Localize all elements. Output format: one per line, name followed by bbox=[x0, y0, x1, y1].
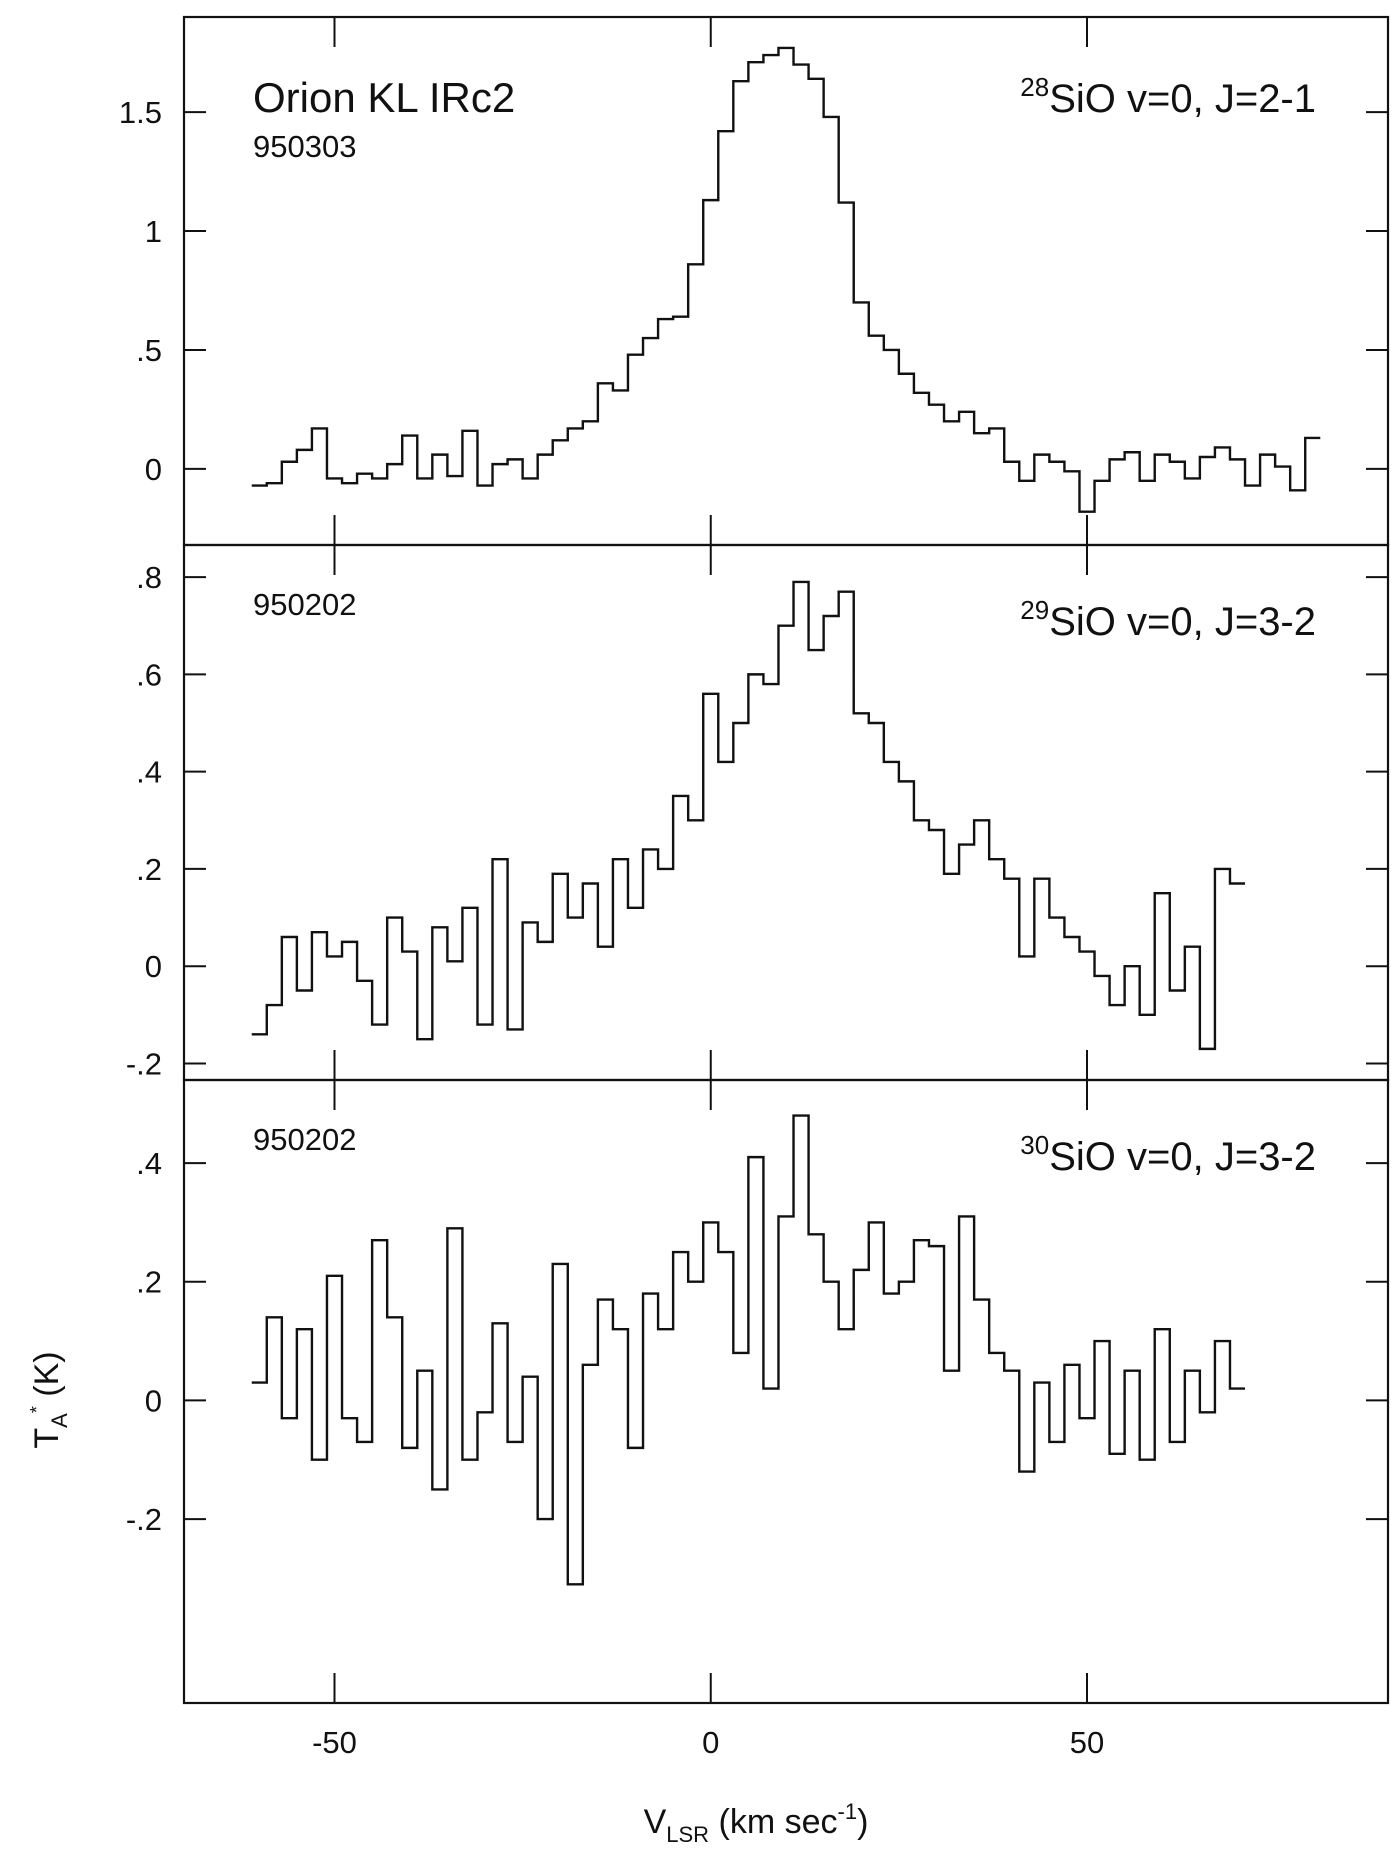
spectrum-line bbox=[251, 46, 1321, 513]
x-axis-label-part: -1 bbox=[838, 1799, 858, 1824]
transition-label: SiO v=0, J=3-2 bbox=[1049, 600, 1316, 644]
isotope-label: 30 bbox=[1020, 1130, 1049, 1160]
x-axis-label-part: ) bbox=[857, 1803, 868, 1841]
x-tick-label: -50 bbox=[312, 1725, 357, 1760]
panel-title: Orion KL IRc2 bbox=[253, 74, 515, 121]
panel-frame bbox=[182, 1078, 1390, 1705]
x-tick-label: 0 bbox=[702, 1725, 719, 1760]
isotope-label: 29 bbox=[1020, 595, 1049, 625]
y-tick-label: 0 bbox=[145, 1383, 162, 1418]
panel-date: 950303 bbox=[253, 129, 356, 164]
y-tick-label: 1 bbox=[145, 214, 162, 249]
x-axis-label-part: LSR bbox=[666, 1822, 709, 1847]
y-axis-label-part: (K) bbox=[28, 1351, 66, 1406]
x-axis-label-part: (km sec bbox=[709, 1803, 837, 1841]
x-axis-label-part: V bbox=[644, 1803, 667, 1841]
spectrum-line bbox=[251, 580, 1246, 1051]
y-axis-label-part: T bbox=[28, 1428, 66, 1449]
panel-date: 950202 bbox=[253, 1122, 356, 1157]
x-axis-label: VLSR (km sec-1) bbox=[644, 1799, 869, 1847]
y-tick-label: 0 bbox=[145, 452, 162, 487]
line-label: 30SiO v=0, J=3-2 bbox=[1020, 1130, 1316, 1179]
transition-label: SiO v=0, J=3-2 bbox=[1049, 1135, 1316, 1179]
y-tick-label: .6 bbox=[136, 657, 162, 692]
line-label: 28SiO v=0, J=2-1 bbox=[1020, 72, 1316, 121]
y-axis-label-part: A bbox=[47, 1413, 72, 1428]
x-tick-label: 50 bbox=[1070, 1725, 1104, 1760]
line-label: 29SiO v=0, J=3-2 bbox=[1020, 595, 1316, 644]
y-axis-label-part: * bbox=[27, 1406, 47, 1413]
y-tick-label: -.2 bbox=[126, 1046, 162, 1081]
y-tick-label: .8 bbox=[136, 560, 162, 595]
y-tick-label: .2 bbox=[136, 1265, 162, 1300]
y-tick-label: 1.5 bbox=[119, 95, 162, 130]
y-tick-label: .4 bbox=[136, 1146, 162, 1181]
y-tick-label: 0 bbox=[145, 949, 162, 984]
y-axis-label: TA* (K) bbox=[27, 1351, 72, 1448]
isotope-label: 28 bbox=[1020, 72, 1049, 102]
panel-date: 950202 bbox=[253, 587, 356, 622]
y-tick-label: -.2 bbox=[126, 1502, 162, 1537]
transition-label: SiO v=0, J=2-1 bbox=[1049, 77, 1316, 121]
spectrum-line bbox=[251, 1114, 1246, 1586]
y-tick-label: .2 bbox=[136, 852, 162, 887]
y-tick-label: .4 bbox=[136, 755, 162, 790]
y-tick-label: .5 bbox=[136, 333, 162, 368]
